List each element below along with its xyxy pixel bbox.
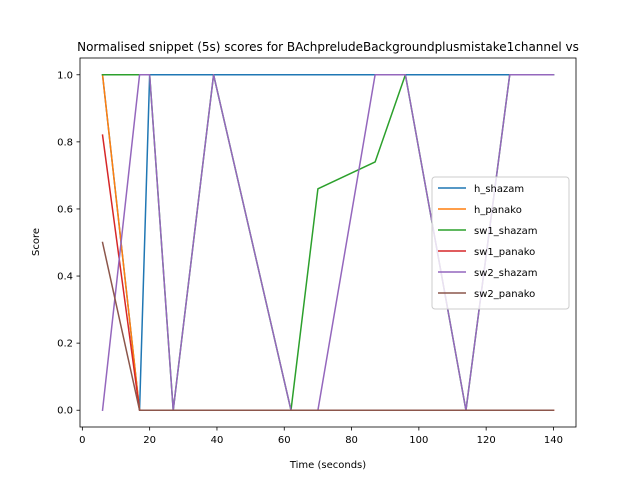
legend-label-sw1_panako: sw1_panako <box>474 247 535 258</box>
x-tick-label: 80 <box>345 435 358 446</box>
x-tick-label: 120 <box>477 435 496 446</box>
y-tick-label: 0.6 <box>57 204 73 215</box>
x-tick-label: 100 <box>409 435 428 446</box>
y-tick-label: 0.0 <box>57 406 73 417</box>
x-tick-label: 40 <box>211 435 224 446</box>
y-tick-label: 0.2 <box>57 339 73 350</box>
chart-title: Normalised snippet (5s) scores for BAchp… <box>77 40 579 54</box>
legend: h_shazam h_panako sw1_shazam sw1_panako sw2_… <box>431 176 570 310</box>
y-tick-label: 0.4 <box>57 272 73 283</box>
y-tick-label: 1.0 <box>57 70 73 81</box>
legend-box <box>431 176 570 310</box>
legend-label-h_panako: h_panako <box>474 205 522 216</box>
x-axis-label: Time (seconds) <box>289 460 366 471</box>
legend-label-sw2_shazam: sw2_shazam <box>474 268 538 279</box>
x-tick-label: 20 <box>143 435 156 446</box>
legend-label-sw1_shazam: sw1_shazam <box>474 226 538 237</box>
y-tick-label: 0.8 <box>57 137 73 148</box>
x-tick-label: 0 <box>79 435 85 446</box>
legend-label-h_shazam: h_shazam <box>474 184 524 195</box>
series-line-sw2_panako <box>101 241 555 411</box>
series-line-h_shazam <box>101 73 555 411</box>
y-axis-label: Score <box>31 228 42 256</box>
plot-area <box>101 73 555 412</box>
x-tick-label: 140 <box>544 435 563 446</box>
legend-label-sw2_panako: sw2_panako <box>474 289 535 300</box>
plot-frame <box>79 57 577 428</box>
x-axis: 0 20 40 60 80 100 120 140 <box>79 427 563 446</box>
y-axis: 0.0 0.2 0.4 0.6 0.8 1.0 <box>57 70 80 417</box>
x-tick-label: 60 <box>278 435 291 446</box>
